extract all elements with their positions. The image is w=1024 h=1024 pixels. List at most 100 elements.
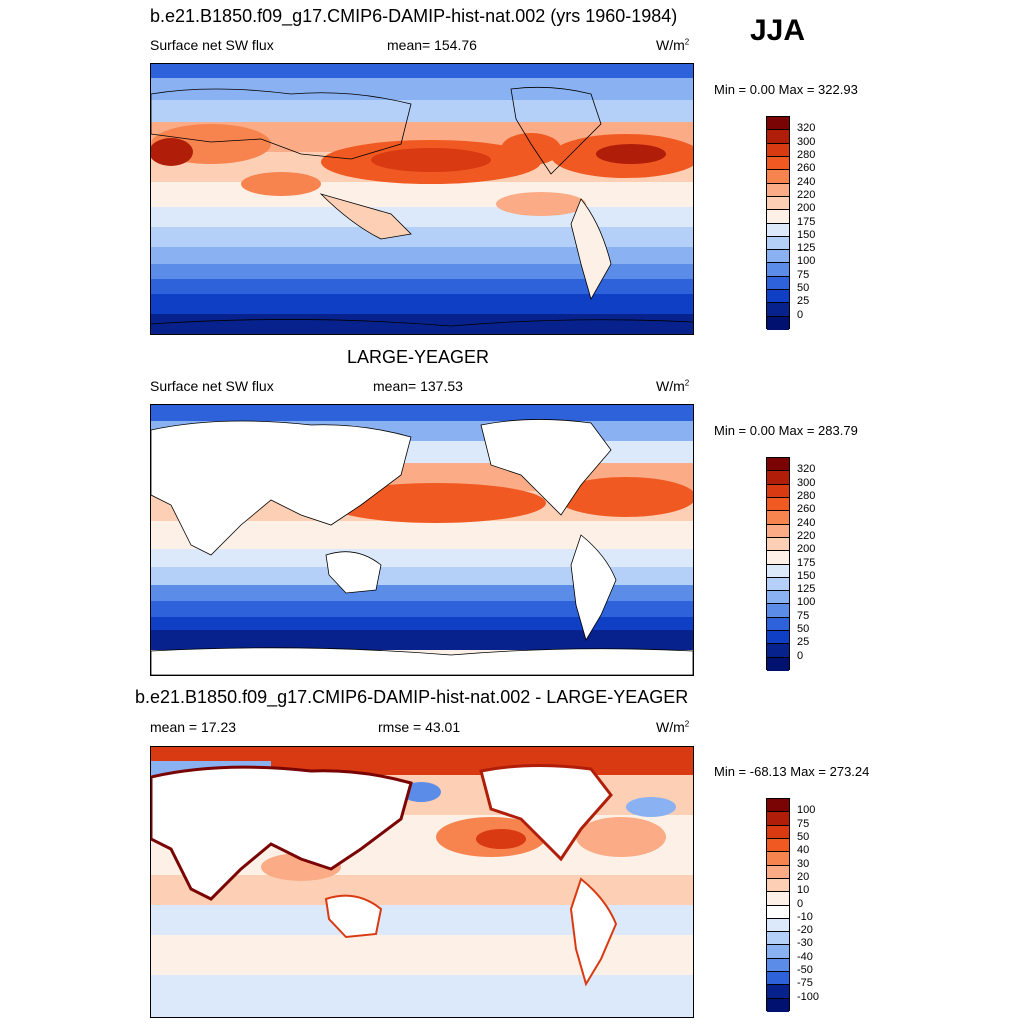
colorbar-tick-label: 220 — [797, 188, 816, 201]
panel-2-units: W/m2 — [656, 378, 690, 394]
panel-3-title: b.e21.B1850.f09_g17.CMIP6-DAMIP-hist-nat… — [135, 687, 689, 707]
colorbar-swatch — [767, 471, 789, 485]
colorbar-tick-label: 0 — [797, 649, 804, 662]
colorbar-tick-label: -100 — [797, 990, 820, 1003]
panel-3-rmse-label: rmse = 43.01 — [378, 719, 461, 735]
panel-2-mean-label: mean= 137.53 — [373, 378, 463, 394]
colorbar-tick-label: 0 — [797, 897, 804, 910]
colorbar-tick-label: 320 — [797, 122, 816, 135]
colorbar-tick-label: -20 — [797, 924, 813, 937]
colorbar-tick-label: 175 — [797, 556, 816, 569]
colorbar-tick-label: 25 — [797, 295, 810, 308]
panel-1-units: W/m2 — [656, 37, 690, 53]
colorbar-tick-label: 100 — [797, 804, 816, 817]
colorbar-swatch — [767, 183, 789, 197]
colorbar-swatch — [767, 657, 789, 671]
colorbar-swatch — [767, 316, 789, 330]
panel-1-variable-label: Surface net SW flux — [150, 37, 274, 53]
colorbar-tick-label: 300 — [797, 476, 816, 489]
colorbar-swatch — [767, 958, 789, 973]
colorbar-tick-label: 240 — [797, 175, 816, 188]
colorbar-tick-label: 150 — [797, 569, 816, 582]
colorbar-swatch — [767, 263, 789, 277]
colorbar-tick-label: 75 — [797, 817, 810, 830]
colorbar-swatch — [767, 905, 789, 919]
colorbar-swatch — [767, 511, 789, 525]
colorbar-swatch — [767, 196, 789, 211]
colorbar-tick-label: 175 — [797, 215, 816, 228]
panel-3-minmax: Min = -68.13 Max = 273.24 — [714, 764, 870, 779]
colorbar-tick-label: 25 — [797, 636, 810, 649]
colorbar-swatch — [767, 276, 789, 291]
colorbar-tick-label: 75 — [797, 609, 810, 622]
panel-1-colorbar — [766, 116, 790, 330]
colorbar-swatch — [767, 497, 789, 512]
colorbar-swatch — [767, 210, 789, 224]
colorbar-swatch — [767, 143, 789, 157]
colorbar-tick-label: 50 — [797, 623, 810, 636]
colorbar-swatch — [767, 878, 789, 893]
colorbar-swatch — [767, 524, 789, 538]
colorbar-swatch — [767, 852, 789, 866]
season-label: JJA — [750, 14, 806, 47]
colorbar-tick-label: 100 — [797, 596, 816, 609]
colorbar-tick-label: 280 — [797, 148, 816, 161]
colorbar-swatch — [767, 303, 789, 317]
colorbar-swatch — [767, 170, 789, 184]
colorbar-tick-label: 100 — [797, 255, 816, 268]
colorbar-swatch — [767, 617, 789, 632]
panel-3-units: W/m2 — [656, 719, 690, 735]
colorbar-swatch — [767, 631, 789, 645]
colorbar-swatch — [767, 892, 789, 906]
panel-2-title: LARGE-YEAGER — [347, 347, 490, 367]
panel-2-minmax: Min = 0.00 Max = 283.79 — [714, 423, 858, 438]
colorbar-swatch — [767, 799, 789, 813]
colorbar-tick-label: 40 — [797, 844, 810, 857]
colorbar-swatch — [767, 484, 789, 498]
panel-1-minmax: Min = 0.00 Max = 322.93 — [714, 82, 858, 97]
colorbar-swatch — [767, 250, 789, 264]
panel-1-map — [150, 63, 694, 335]
panel-1-mean-label: mean= 154.76 — [387, 37, 477, 53]
colorbar-tick-label: 125 — [797, 583, 816, 596]
colorbar-tick-label: 20 — [797, 870, 810, 883]
panel-2-variable-label: Surface net SW flux — [150, 378, 274, 394]
colorbar-swatch — [767, 236, 789, 251]
panel-3-colorbar — [766, 798, 790, 1012]
colorbar-swatch — [767, 577, 789, 592]
colorbar-swatch — [767, 551, 789, 565]
colorbar-tick-label: -10 — [797, 910, 813, 923]
colorbar-swatch — [767, 838, 789, 853]
colorbar-swatch — [767, 812, 789, 826]
colorbar-tick-label: 240 — [797, 516, 816, 529]
colorbar-swatch — [767, 290, 789, 304]
colorbar-tick-label: 200 — [797, 202, 816, 215]
colorbar-tick-label: 30 — [797, 857, 810, 870]
colorbar-tick-label: 300 — [797, 135, 816, 148]
colorbar-swatch — [767, 972, 789, 986]
colorbar-tick-label: 260 — [797, 162, 816, 175]
colorbar-swatch — [767, 998, 789, 1012]
colorbar-swatch — [767, 604, 789, 618]
colorbar-swatch — [767, 564, 789, 578]
colorbar-swatch — [767, 537, 789, 552]
colorbar-swatch — [767, 865, 789, 879]
colorbar-swatch — [767, 932, 789, 946]
colorbar-tick-label: 10 — [797, 884, 810, 897]
colorbar-swatch — [767, 825, 789, 839]
panel-2-map — [150, 404, 694, 676]
colorbar-tick-label: 75 — [797, 268, 810, 281]
colorbar-tick-label: 50 — [797, 830, 810, 843]
colorbar-tick-label: 220 — [797, 529, 816, 542]
colorbar-tick-label: 0 — [797, 308, 804, 321]
colorbar-tick-label: 200 — [797, 543, 816, 556]
colorbar-swatch — [767, 117, 789, 131]
colorbar-swatch — [767, 918, 789, 933]
colorbar-swatch — [767, 458, 789, 472]
colorbar-tick-label: 280 — [797, 489, 816, 502]
colorbar-tick-label: -50 — [797, 964, 813, 977]
colorbar-tick-label: -40 — [797, 950, 813, 963]
colorbar-swatch — [767, 985, 789, 999]
panel-1-title: b.e21.B1850.f09_g17.CMIP6-DAMIP-hist-nat… — [150, 6, 678, 26]
colorbar-tick-label: 150 — [797, 228, 816, 241]
